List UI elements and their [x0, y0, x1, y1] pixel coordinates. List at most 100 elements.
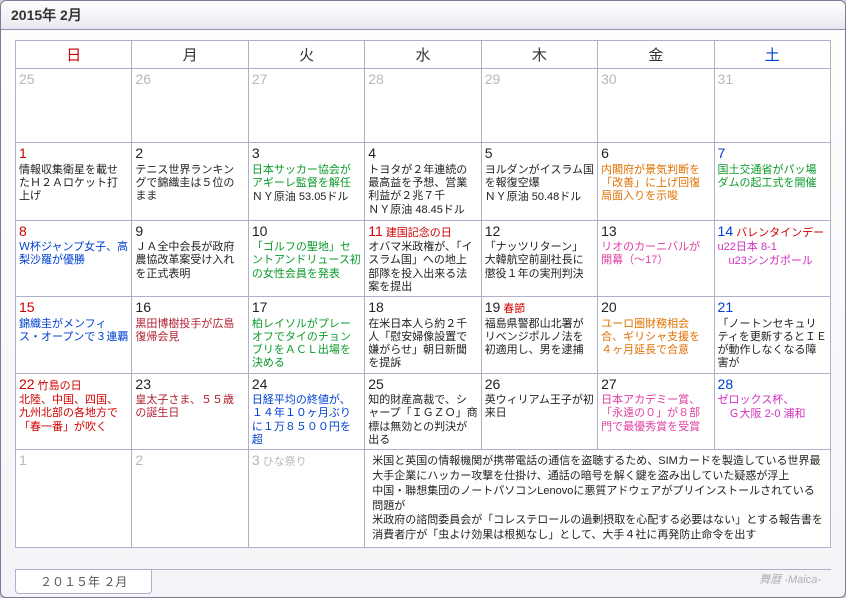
day-cell[interactable]: 6内閣府が景気判断を「改善」に上げ回復局面入りを示唆 — [598, 143, 714, 221]
day-number: 22 — [19, 376, 35, 392]
day-cell[interactable]: 2 — [132, 450, 248, 548]
calendar-container: 日月火水木金土 252627282930311情報収集衛星を載せたＨ２Ａロケット… — [1, 30, 845, 552]
day-number: 28 — [718, 376, 734, 392]
dow-header: 火 — [248, 41, 364, 69]
day-number: 27 — [252, 71, 268, 87]
day-number: 29 — [485, 71, 501, 87]
day-cell[interactable]: 17柏レイソルがプレーオフでタイのチョンブリをＡＣＬ出場を決める — [248, 297, 364, 374]
day-cell[interactable]: 25 知的財産高裁で、シャープ「ＩＧＺＯ」商標は無効との判決が出る — [365, 373, 481, 450]
day-number: 25 — [19, 71, 35, 87]
day-cell[interactable]: 24日経平均の終値が、１４年１０ヶ月ぶりに１万８５００円を超 — [248, 373, 364, 450]
day-cell[interactable]: 1 情報収集衛星を載せたＨ２Ａロケット打上げ — [16, 143, 132, 221]
dow-header: 日 — [16, 41, 132, 69]
event-text: 日本サッカー協会がアギーレ監督を解任 — [252, 164, 361, 190]
day-cell[interactable]: 3日本サッカー協会がアギーレ監督を解任ＮＹ原油 53.05ドル — [248, 143, 364, 221]
day-number: 3 — [252, 452, 260, 468]
brand-label: 舞暦 -Maica- — [759, 571, 821, 587]
holiday-label: ひな祭り — [263, 456, 307, 468]
day-number: 6 — [601, 145, 609, 161]
day-cell[interactable]: 11建国記念の日オバマ米政権が、「イスラム国」への地上部隊を投入出来る法案を提出 — [365, 220, 481, 297]
day-number: 27 — [601, 376, 617, 392]
day-cell[interactable]: 21「ノートンセキュリティを更新するとＩＥが動作しなくなる障害が — [714, 297, 830, 374]
event-text: 情報収集衛星を載せたＨ２Ａロケット打上げ — [19, 164, 128, 204]
day-cell[interactable]: 23皇太子さま、５５歳の誕生日 — [132, 373, 248, 450]
day-cell[interactable]: 4トヨタが２年連続の最高益を予想、営業利益が２兆７千ＮＹ原油 48.45ドル — [365, 143, 481, 221]
event-text: u23シンガポール — [718, 255, 827, 268]
day-cell[interactable]: 28 — [365, 69, 481, 143]
day-cell[interactable]: 5ヨルダンがイスラム国を報復空爆ＮＹ原油 50.48ドル — [481, 143, 597, 221]
day-number: 2 — [135, 145, 143, 161]
day-cell[interactable]: 15 錦織圭がメンフィス・オープンで３連覇 — [16, 297, 132, 374]
day-cell[interactable]: 7国土交通省がパッ場ダムの起工式を開催 — [714, 143, 830, 221]
day-cell[interactable]: 12 「ナッツリターン」大韓航空前副社長に懲役１年の実刑判決 — [481, 220, 597, 297]
tab-bar: ２０１５年 ２月 舞暦 -Maica- — [15, 569, 831, 593]
day-cell[interactable]: 1 — [16, 450, 132, 548]
event-text: 「ゴルフの聖地」セントアンドリュース初の女性会員を発表 — [252, 241, 361, 281]
event-text: ＮＹ原油 53.05ドル — [252, 191, 361, 204]
holiday-label: 建国記念の日 — [386, 227, 452, 239]
day-cell[interactable]: 26 — [132, 69, 248, 143]
day-cell[interactable]: 米国と英国の情報機関が携帯電話の通信を盗聴するため、SIMカードを製造している世… — [365, 450, 831, 548]
day-cell[interactable]: 27 日本アカデミー賞、「永遠の０」が８部門で最優秀賞を受賞 — [598, 373, 714, 450]
dow-header: 月 — [132, 41, 248, 69]
day-number: 4 — [368, 145, 376, 161]
tab-month[interactable]: ２０１５年 ２月 — [15, 570, 152, 594]
event-text: 英ウィリアム王子が初来日 — [485, 394, 594, 420]
event-text: リオのカーニバルが開幕（～17） — [601, 241, 710, 267]
event-text: 在米日本人ら約２千人「慰安婦像設置で嫌がらせ」朝日新聞を提訴 — [368, 318, 477, 371]
dow-header: 金 — [598, 41, 714, 69]
day-cell[interactable]: 31 — [714, 69, 830, 143]
event-text: 錦織圭がメンフィス・オープンで３連覇 — [19, 318, 128, 344]
event-text: u22日本 8-1 — [718, 241, 827, 254]
day-number: 10 — [252, 223, 268, 239]
holiday-label: 竹島の日 — [38, 380, 82, 392]
event-text: 柏レイソルがプレーオフでタイのチョンブリをＡＣＬ出場を決める — [252, 318, 361, 371]
day-number: 15 — [19, 299, 35, 315]
window-title: 2015年 2月 — [1, 1, 845, 30]
day-cell[interactable]: 3ひな祭り — [248, 450, 364, 548]
day-number: 16 — [135, 299, 151, 315]
day-cell[interactable]: 29 — [481, 69, 597, 143]
event-text: 日経平均の終値が、１４年１０ヶ月ぶりに１万８５００円を超 — [252, 394, 361, 447]
day-cell[interactable]: 26 英ウィリアム王子が初来日 — [481, 373, 597, 450]
holiday-label: バレンタインデー — [736, 227, 824, 239]
day-cell[interactable]: 25 — [16, 69, 132, 143]
day-cell[interactable]: 28ゼロックス杯、 Ｇ大阪 2-0 浦和 — [714, 373, 830, 450]
day-cell[interactable]: 13リオのカーニバルが開幕（～17） — [598, 220, 714, 297]
day-number: 1 — [19, 452, 27, 468]
day-cell[interactable]: 14バレンタインデーu22日本 8-1 u23シンガポール — [714, 220, 830, 297]
event-text: 福島県警郡山北署がリベンジポルノ法を初適用し、男を逮捕 — [485, 318, 594, 358]
day-number: 2 — [135, 452, 143, 468]
event-text: ユーロ圏財務相会合、ギリシャ支援を４ヶ月延長で合意 — [601, 318, 710, 358]
event-text: ヨルダンがイスラム国を報復空爆 — [485, 164, 594, 190]
event-text: 国土交通省がパッ場ダムの起工式を開催 — [718, 164, 827, 190]
day-cell[interactable]: 8Ｗ杯ジャンプ女子、高梨沙羅が優勝 — [16, 220, 132, 297]
day-cell[interactable]: 20ユーロ圏財務相会合、ギリシャ支援を４ヶ月延長で合意 — [598, 297, 714, 374]
day-number: 5 — [485, 145, 493, 161]
day-cell[interactable]: 16黒田博樹投手が広島復帰会見 — [132, 297, 248, 374]
day-number: 30 — [601, 71, 617, 87]
event-text: 知的財産高裁で、シャープ「ＩＧＺＯ」商標は無効との判決が出る — [368, 394, 477, 447]
day-number: 26 — [135, 71, 151, 87]
day-cell[interactable]: 18 在米日本人ら約２千人「慰安婦像設置で嫌がらせ」朝日新聞を提訴 — [365, 297, 481, 374]
day-number: 12 — [485, 223, 501, 239]
day-number: 18 — [368, 299, 384, 315]
day-number: 26 — [485, 376, 501, 392]
news-summary: 米国と英国の情報機関が携帯電話の通信を盗聴するため、SIMカードを製造している世… — [368, 452, 827, 545]
day-number: 25 — [368, 376, 384, 392]
day-cell[interactable]: 22竹島の日北陸、中国、四国、九州北部の各地方で「春一番」が吹く — [16, 373, 132, 450]
day-cell[interactable]: 27 — [248, 69, 364, 143]
day-number: 1 — [19, 145, 27, 161]
day-cell[interactable]: 2テニス世界ランキングで錦織圭は５位のまま — [132, 143, 248, 221]
day-cell[interactable]: 19春節福島県警郡山北署がリベンジポルノ法を初適用し、男を逮捕 — [481, 297, 597, 374]
event-text: 日本アカデミー賞、「永遠の０」が８部門で最優秀賞を受賞 — [601, 394, 710, 434]
day-number: 23 — [135, 376, 151, 392]
event-text: 「ナッツリターン」大韓航空前副社長に懲役１年の実刑判決 — [485, 241, 594, 281]
day-cell[interactable]: 9ＪＡ全中会長が政府農協改革案受け入れを正式表明 — [132, 220, 248, 297]
event-text: Ｗ杯ジャンプ女子、高梨沙羅が優勝 — [19, 241, 128, 267]
event-text: Ｇ大阪 2-0 浦和 — [718, 408, 827, 421]
day-cell[interactable]: 30 — [598, 69, 714, 143]
day-number: 19 — [485, 299, 501, 315]
day-number: 28 — [368, 71, 384, 87]
day-cell[interactable]: 10 「ゴルフの聖地」セントアンドリュース初の女性会員を発表 — [248, 220, 364, 297]
